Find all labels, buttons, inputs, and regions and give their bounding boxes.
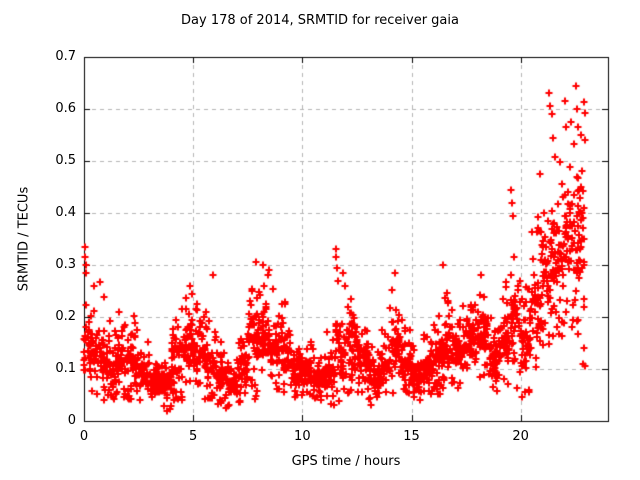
- y-tick-label: 0: [67, 413, 76, 428]
- y-tick-label: 0.7: [55, 49, 76, 64]
- x-tick-label: 20: [512, 429, 529, 444]
- x-tick-label: 5: [189, 429, 198, 444]
- x-tick-label: 15: [403, 429, 420, 444]
- chart-title: Day 178 of 2014, SRMTID for receiver gai…: [181, 13, 459, 28]
- y-tick-label: 0.6: [55, 101, 76, 116]
- y-tick-label: 0.3: [55, 257, 76, 272]
- x-axis-label: GPS time / hours: [291, 454, 401, 469]
- x-tick-label: 10: [294, 429, 311, 444]
- y-tick-label: 0.2: [55, 309, 76, 324]
- y-tick-label: 0.5: [55, 153, 76, 168]
- y-tick-label: 0.1: [55, 361, 76, 376]
- x-tick-label: 0: [79, 429, 89, 444]
- y-tick-label: 0.4: [55, 205, 76, 220]
